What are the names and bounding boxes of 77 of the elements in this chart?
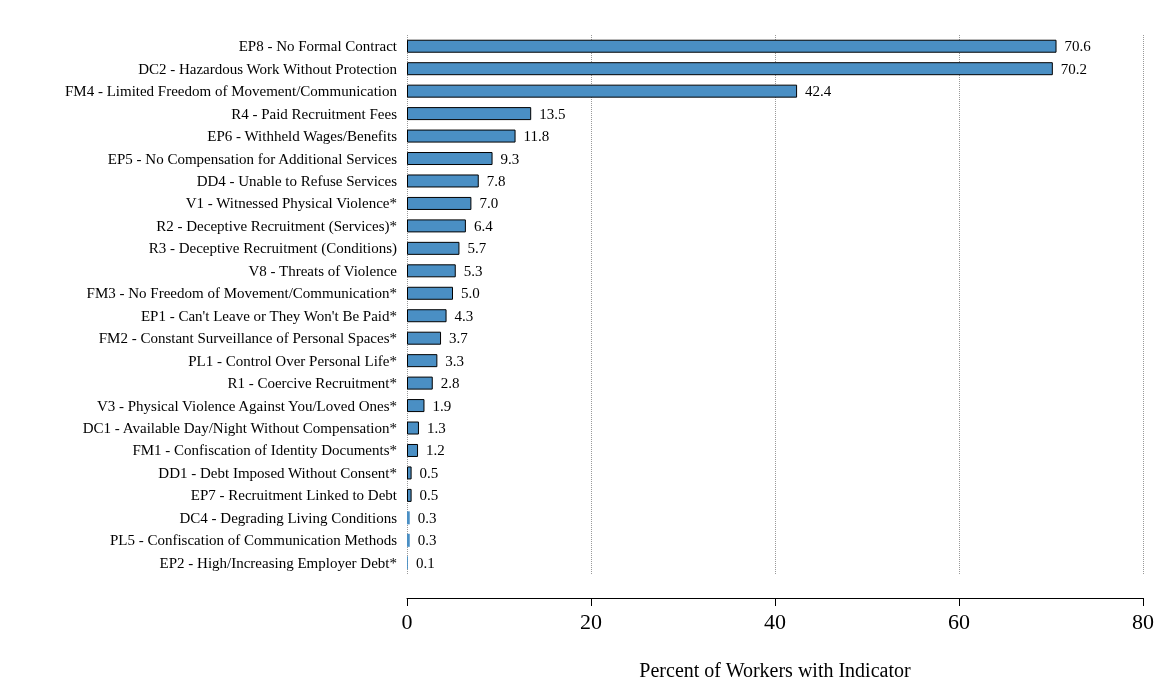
bar <box>407 39 1057 53</box>
y-tick-label: EP8 - No Formal Contract <box>238 38 398 55</box>
y-tick-label: V8 - Threats of Violence <box>248 262 398 279</box>
x-axis-title: Percent of Workers with Indicator <box>639 659 911 681</box>
y-tick-label: FM3 - No Freedom of Movement/Communication* <box>86 285 397 302</box>
y-tick-label: FM4 - Limited Freedom of Movement/Communication <box>64 83 398 100</box>
data-label: 0.3 <box>417 509 437 526</box>
bar <box>407 286 453 300</box>
bar <box>407 421 419 435</box>
y-tick-label: FM2 - Constant Surveillance of Personal Spaces* <box>98 330 397 347</box>
y-tick-label: V3 - Physical Violence Against You/Loved Ones* <box>96 397 397 414</box>
data-label: 42.4 <box>805 83 832 100</box>
data-label: 2.8 <box>440 375 460 392</box>
y-tick-label: R4 - Paid Recruitment Fees <box>231 105 398 122</box>
bar <box>407 84 798 98</box>
y-tick-label: DD1 - Debt Imposed Without Consent* <box>158 464 397 481</box>
data-label: 3.7 <box>449 330 469 347</box>
bar <box>407 443 419 457</box>
x-tick-label: 60 <box>948 608 970 634</box>
y-tick-label: DD4 - Unable to Refuse Services <box>196 172 398 189</box>
data-label: 4.3 <box>454 307 474 324</box>
x-tick-label: 80 <box>1132 608 1154 634</box>
y-tick-label: EP1 - Can't Leave or They Won't Be Paid* <box>140 307 397 324</box>
data-label: 9.3 <box>500 150 520 167</box>
y-tick-label: DC4 - Degrading Living Conditions <box>179 509 398 526</box>
data-label: 13.5 <box>539 105 566 122</box>
data-label: 1.2 <box>426 442 445 459</box>
data-label: 70.6 <box>1064 38 1092 55</box>
y-tick-label: PL1 - Control Over Personal Life* <box>188 352 397 369</box>
y-tick-label: EP6 - Withheld Wages/Benefits <box>207 128 398 145</box>
y-tick-label: EP7 - Recruitment Linked to Debt <box>190 487 398 504</box>
bar <box>407 533 410 547</box>
bar <box>407 511 410 525</box>
data-label: 0.5 <box>419 487 439 504</box>
data-label: 0.3 <box>417 532 437 549</box>
bar <box>407 354 438 368</box>
y-tick-label: V1 - Witnessed Physical Violence* <box>185 195 397 212</box>
x-tick-label: 0 <box>401 608 413 634</box>
data-label: 7.0 <box>479 195 499 212</box>
bar <box>407 399 425 413</box>
data-label: 70.2 <box>1060 60 1088 77</box>
bar <box>407 466 412 480</box>
data-label: 6.4 <box>473 217 494 234</box>
bar <box>407 107 532 121</box>
bar <box>407 241 460 255</box>
data-label: 1.3 <box>426 420 446 437</box>
y-tick-label: EP5 - No Compensation for Additional Services <box>107 150 398 167</box>
y-tick-label: EP2 - High/Increasing Employer Debt* <box>159 554 397 571</box>
bar <box>407 331 442 345</box>
data-label: 1.9 <box>432 397 452 414</box>
bar <box>407 488 412 502</box>
y-tick-label: R3 - Deceptive Recruitment (Conditions) <box>148 240 397 258</box>
bar <box>407 309 447 323</box>
data-label: 5.3 <box>463 262 483 279</box>
data-label: 11.8 <box>523 128 550 145</box>
data-label: 5.7 <box>467 240 487 257</box>
y-tick-label: R2 - Deceptive Recruitment (Services)* <box>156 217 397 235</box>
bar <box>407 264 456 278</box>
bar <box>407 219 466 233</box>
data-label: 0.5 <box>419 464 439 481</box>
bar <box>407 62 1053 76</box>
bar <box>407 129 516 143</box>
y-tick-label: FM1 - Confiscation of Identity Documents* <box>132 442 397 459</box>
y-tick-label: DC2 - Hazardous Work Without Protection <box>138 60 398 77</box>
bar <box>407 376 433 390</box>
data-label: 5.0 <box>461 285 480 302</box>
bar <box>407 152 493 166</box>
data-label: 7.8 <box>486 172 506 189</box>
data-label: 3.3 <box>445 352 465 369</box>
y-tick-label: DC1 - Available Day/Night Without Compensation* <box>82 420 397 437</box>
y-tick-label: PL5 - Confiscation of Communication Methods <box>109 532 398 549</box>
y-tick-label: R1 - Coercive Recruitment* <box>227 375 397 392</box>
data-label: 0.1 <box>415 554 435 571</box>
x-tick-label: 20 <box>580 608 602 634</box>
bar <box>407 174 479 188</box>
bar <box>407 196 472 210</box>
x-tick-label: 40 <box>764 608 786 634</box>
